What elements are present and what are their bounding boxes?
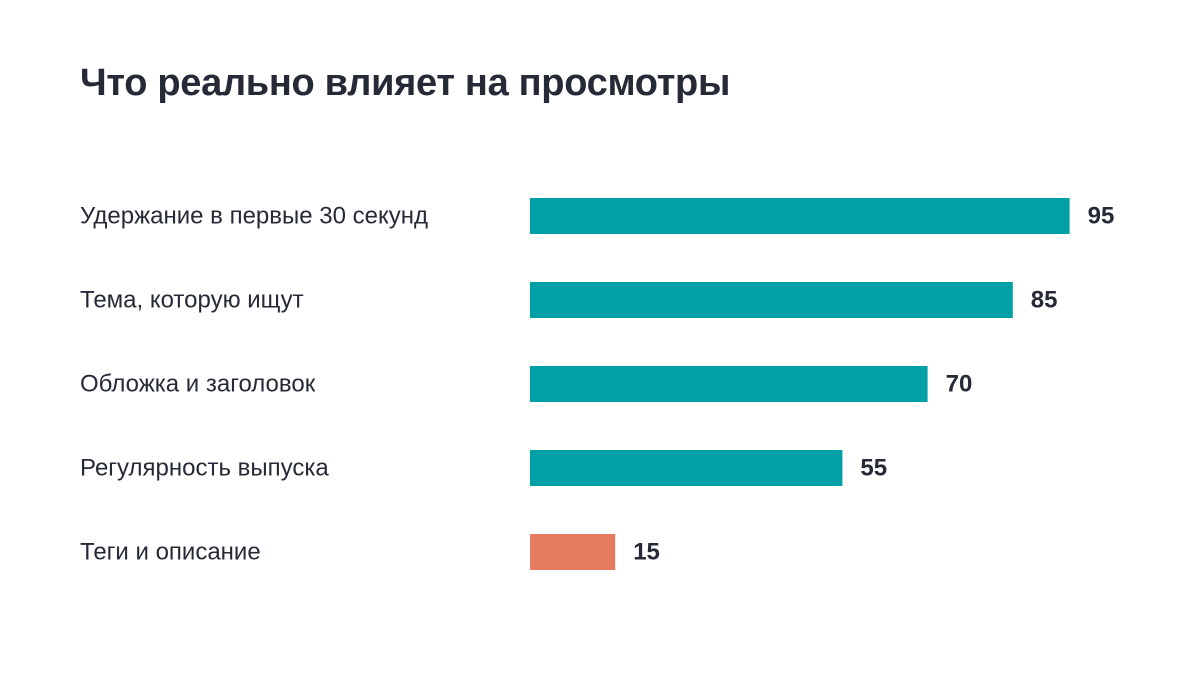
value-label: 70 (946, 371, 973, 398)
value-label: 85 (1031, 287, 1058, 314)
bar (530, 450, 843, 486)
bar (530, 366, 928, 402)
value-label: 95 (1088, 203, 1115, 230)
bar (530, 198, 1070, 234)
bar (530, 282, 1013, 318)
category-label: Обложка и заголовок (80, 371, 316, 398)
value-label: 55 (860, 455, 887, 482)
category-label: Тема, которую ищут (80, 287, 304, 314)
category-label: Регулярность выпуска (80, 455, 329, 482)
value-label: 15 (633, 539, 660, 566)
category-label: Теги и описание (80, 539, 261, 566)
chart-title: Что реально влияет на просмотры (80, 62, 731, 104)
bar (530, 534, 616, 570)
category-label: Удержание в первые 30 секунд (80, 203, 428, 230)
